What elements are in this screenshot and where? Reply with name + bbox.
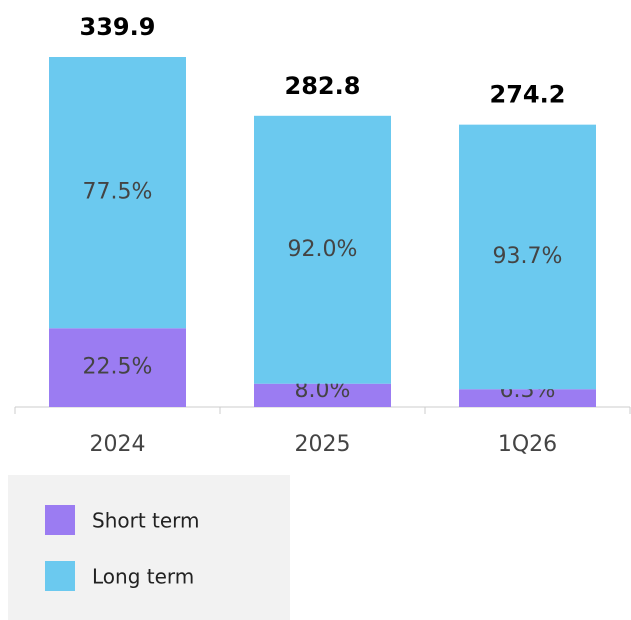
x-tick-label: 2025 [295,432,351,457]
legend-label: Short term [92,509,200,533]
legend-label: Long term [92,565,194,589]
x-tick-label: 1Q26 [498,432,557,457]
total-label: 274.2 [490,81,566,109]
legend-box [8,475,290,620]
segment-label: 93.7% [493,244,563,269]
bar-segment [459,124,596,390]
x-tick-label: 2024 [90,432,146,457]
segment-label: 22.5% [83,355,153,380]
total-label: 282.8 [285,72,361,100]
bar-segment [49,57,186,329]
bar-segment [254,115,391,384]
segment-label: 77.5% [83,180,153,205]
bar-segment [254,383,391,407]
bar-segment [459,389,596,407]
bar-segment [49,328,186,407]
segment-label: 92.0% [288,237,358,262]
legend-swatch [45,561,75,591]
total-label: 339.9 [80,13,156,41]
legend-swatch [45,505,75,535]
